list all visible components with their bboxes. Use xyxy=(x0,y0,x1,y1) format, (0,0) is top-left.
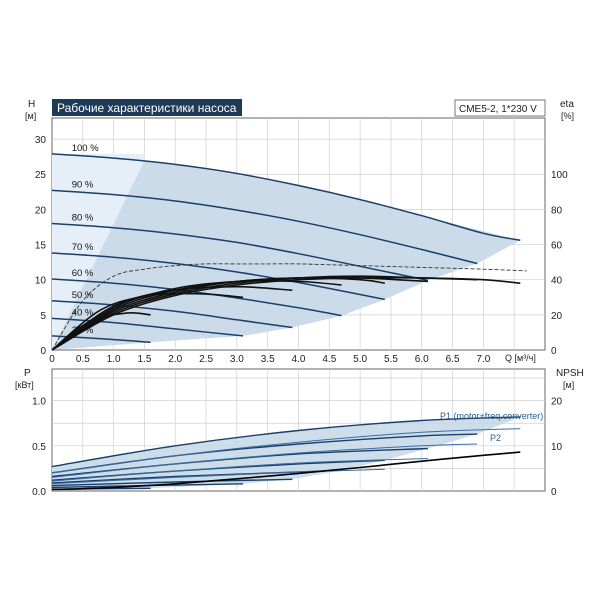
speed-label: 40 % xyxy=(72,307,94,318)
eta-upper-curve xyxy=(51,263,527,351)
y2-tick-label: 40 xyxy=(551,276,563,287)
y-axis-label-h: H xyxy=(28,99,35,110)
y2-tick-label: 80 xyxy=(551,205,563,216)
y-tick-label: 10 xyxy=(35,276,47,287)
y-tick-label: 5 xyxy=(40,311,46,322)
speed-label: 100 % xyxy=(72,143,99,154)
npsh-curve xyxy=(51,451,521,491)
x-tick-label: 1.0 xyxy=(107,354,121,365)
y-axis-label-p: P xyxy=(24,368,31,379)
y-tick-label: 0 xyxy=(40,346,46,357)
y-axis-unit-h: [м] xyxy=(25,111,36,121)
curves-layer xyxy=(51,153,527,491)
x-tick-label: 5.5 xyxy=(384,354,398,365)
x-tick-label: 3.5 xyxy=(261,354,275,365)
x-tick-label: 7.0 xyxy=(476,354,490,365)
top-operating-region xyxy=(52,160,521,350)
speed-label: 50 % xyxy=(72,290,94,301)
eta-curve xyxy=(51,280,342,351)
p-tick-label: 1.0 xyxy=(32,397,46,408)
eta-curve xyxy=(51,292,244,351)
speed-label: 21 % xyxy=(72,325,94,336)
speed-curve-21 xyxy=(51,335,151,344)
x-tick-label: 4.5 xyxy=(322,354,336,365)
y-axis-unit-p: [кВт] xyxy=(15,380,34,390)
p1-annotation: P1 (motor+freq.converter) xyxy=(440,411,543,421)
speed-curve-80 xyxy=(51,222,429,282)
p2-curve xyxy=(51,458,428,482)
x-tick-label: 3.0 xyxy=(230,354,244,365)
y2-tick-label: 100 xyxy=(551,170,568,181)
p2-curve xyxy=(51,468,385,485)
y2-axis-label-eta: eta xyxy=(560,99,574,110)
y2-axis-unit-npsh: [м] xyxy=(563,380,574,390)
speed-label: 90 % xyxy=(72,179,94,190)
p1-curve xyxy=(51,416,521,468)
p2-annotation: P2 xyxy=(490,433,501,443)
y2-tick-label: 60 xyxy=(551,241,563,252)
p2-curve xyxy=(51,428,521,474)
x-tick-label: 1.5 xyxy=(137,354,151,365)
y2-axis-unit-eta: [%] xyxy=(561,111,574,121)
y2-tick-label: 20 xyxy=(551,311,563,322)
y2-tick-label: 0 xyxy=(551,346,557,357)
p2-curve xyxy=(51,443,478,478)
x-tick-label: 5.0 xyxy=(353,354,367,365)
speed-curve-50 xyxy=(51,300,293,329)
speed-curve-100 xyxy=(51,153,521,242)
p1-curve xyxy=(51,478,293,487)
title-background xyxy=(52,99,242,116)
p-tick-label: 0.5 xyxy=(32,442,46,453)
model-label: CME5-2, 1*230 V xyxy=(459,104,537,115)
speed-curve-70 xyxy=(51,252,385,301)
speed-label: 60 % xyxy=(72,268,94,279)
x-tick-label: 6.5 xyxy=(446,354,460,365)
y-tick-label: 20 xyxy=(35,205,47,216)
text-layer: 100 % 90 % 80 % 70 % 60 % 50 % 40 % 21 % 0 0.5 1.0… xyxy=(32,135,568,498)
x-tick-label: 2.5 xyxy=(199,354,213,365)
y-tick-label: 25 xyxy=(35,170,47,181)
top-light-wedge xyxy=(52,153,145,350)
speed-curve-90 xyxy=(51,189,478,265)
x-tick-label: 0.5 xyxy=(76,354,90,365)
speed-curve-40 xyxy=(51,317,244,337)
npsh-tick-label: 10 xyxy=(551,442,563,453)
model-label-box xyxy=(454,99,546,117)
x-tick-label: 6.0 xyxy=(415,354,429,365)
speed-label: 70 % xyxy=(72,242,94,253)
speed-label: 80 % xyxy=(72,212,94,223)
p-tick-label: 0.0 xyxy=(32,487,46,498)
y2-axis-label-npsh: NPSH xyxy=(556,368,584,379)
x-tick-label: 2.0 xyxy=(168,354,182,365)
chart-title: Рабочие характеристики насоса xyxy=(57,101,237,115)
x-axis-label: Q [м³/ч] xyxy=(505,353,536,363)
npsh-tick-label: 20 xyxy=(551,397,563,408)
npsh-tick-label: 0 xyxy=(551,487,557,498)
eta-curve xyxy=(51,312,151,351)
x-tick-label: 4.0 xyxy=(292,354,306,365)
y-tick-label: 30 xyxy=(35,135,47,146)
y-tick-label: 15 xyxy=(35,241,47,252)
x-tick-label: 0 xyxy=(49,354,55,365)
